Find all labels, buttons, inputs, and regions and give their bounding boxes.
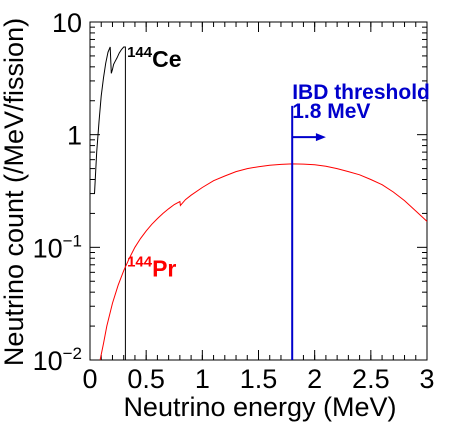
y-tick-label: 1: [67, 121, 82, 151]
y-tick-label: 10−1: [33, 231, 82, 263]
pr-label-superscript: 144: [127, 254, 153, 271]
series-layer: [94, 46, 428, 361]
ce-label: 144Ce: [127, 44, 181, 72]
x-tick-label: 3: [419, 364, 434, 394]
pr-label: 144Pr: [127, 254, 176, 282]
y-tick-base: 10: [52, 8, 82, 38]
x-tick-label: 2: [307, 364, 322, 394]
y-tick-label: 10: [52, 8, 82, 38]
x-tick-label: 2.5: [352, 364, 390, 394]
x-tick-label: 1.5: [240, 364, 278, 394]
threshold-label-line1: IBD threshold: [292, 81, 430, 104]
y-tick-exponent: −2: [63, 344, 82, 363]
x-axis-title: Neutrino energy (MeV): [123, 392, 396, 422]
ce-label-text: Ce: [152, 46, 181, 72]
y-tick-base: 1: [67, 121, 82, 151]
y-tick-base: 10: [33, 346, 63, 376]
threshold-arrow-head: [315, 133, 326, 142]
y-tick-exponent: −1: [63, 231, 82, 250]
x-tick-label: 1: [195, 364, 210, 394]
ce-label-superscript: 144: [127, 44, 153, 61]
y-tick-base: 10: [33, 233, 63, 263]
series-line-144Pr: [99, 163, 428, 361]
x-tick-label: 0.5: [127, 364, 165, 394]
threshold-label-line2: 1.8 MeV: [292, 100, 370, 123]
x-tick-label: 0: [82, 364, 97, 394]
series-line-144Ce: [94, 46, 126, 360]
y-axis-title: Neutrino count (/MeV/fission): [0, 18, 29, 366]
pr-label-text: Pr: [152, 256, 176, 282]
y-tick-label: 10−2: [33, 344, 82, 376]
